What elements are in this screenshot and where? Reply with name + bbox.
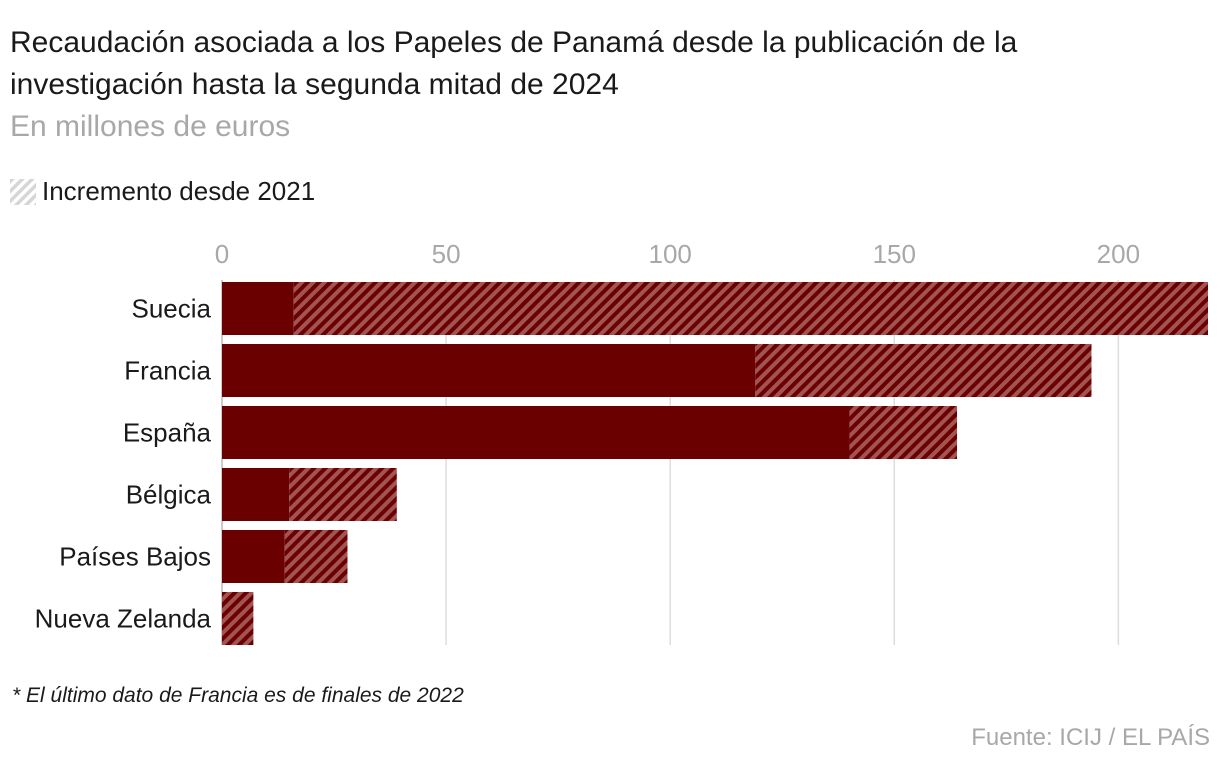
x-axis-ticks: 0 50 100 150 200 <box>215 239 1140 269</box>
x-tick-label: 150 <box>873 239 916 269</box>
x-tick-label: 100 <box>648 239 691 269</box>
source-credit: Fuente: ICIJ / EL PAÍS <box>971 724 1210 751</box>
bar-increment-2 <box>849 406 958 459</box>
bar-base-3 <box>222 468 290 521</box>
bars <box>222 282 1208 645</box>
bar-increment-0 <box>293 282 1208 335</box>
category-label: Francia <box>124 356 211 386</box>
bar-increment-1 <box>755 344 1092 397</box>
bar-chart: 0 50 100 150 200 Suecia Francia España Bélgica P… <box>35 239 1208 645</box>
chart-title: Recaudación asociada a los Papeles de Pa… <box>10 26 1018 101</box>
category-label: España <box>123 418 212 448</box>
bar-base-2 <box>222 406 850 459</box>
category-labels: Suecia Francia España Bélgica Países Bajos Nu… <box>35 294 212 634</box>
chart-subtitle: En millones de euros <box>10 110 291 143</box>
category-label: Países Bajos <box>59 542 211 572</box>
bar-base-0 <box>222 282 294 335</box>
category-label: Suecia <box>132 294 212 324</box>
legend: Incremento desde 2021 <box>10 176 315 207</box>
footnote: * El último dato de Francia es de finale… <box>12 684 464 707</box>
x-tick-label: 0 <box>215 239 229 269</box>
legend-hatch-swatch <box>10 178 36 205</box>
x-tick-label: 50 <box>432 239 461 269</box>
category-label: Bélgica <box>126 480 212 510</box>
bar-increment-3 <box>289 468 397 521</box>
x-tick-label: 200 <box>1097 239 1140 269</box>
legend-label: Incremento desde 2021 <box>42 176 316 206</box>
gridlines <box>221 280 1120 645</box>
bar-increment-4 <box>284 530 348 583</box>
category-label: Nueva Zelanda <box>35 604 212 634</box>
bar-base-4 <box>222 530 285 583</box>
bar-increment-5 <box>222 592 254 645</box>
bar-base-1 <box>222 344 756 397</box>
